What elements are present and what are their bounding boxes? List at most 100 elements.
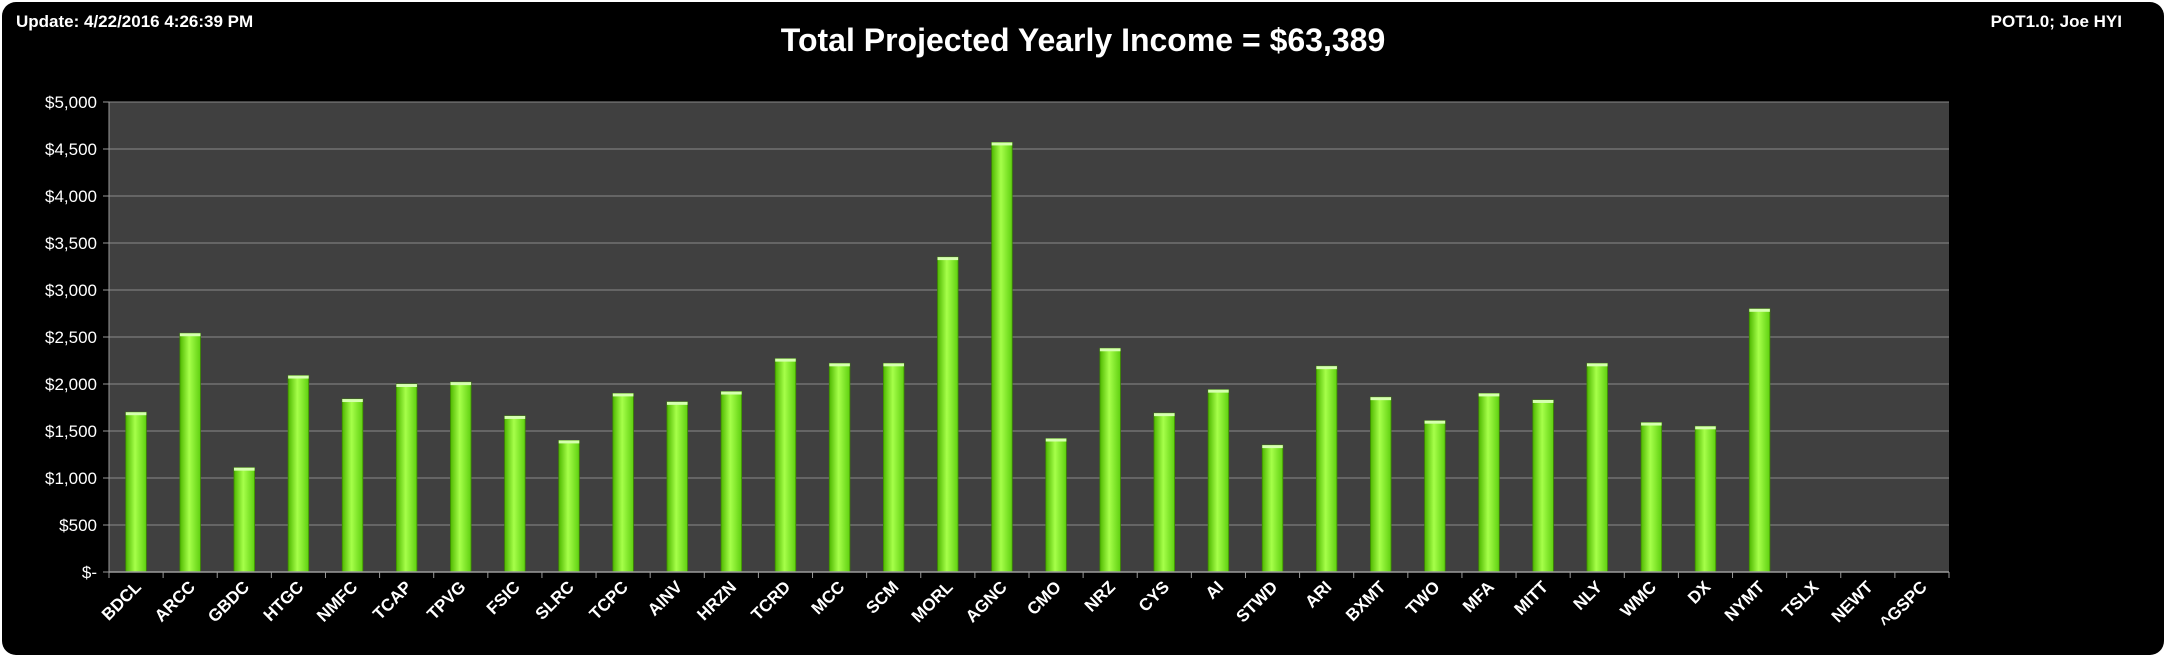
bar-highlight	[1641, 422, 1662, 426]
bar-nly	[1586, 362, 1608, 573]
x-tick-label: DX	[1684, 577, 1715, 608]
bar-ai	[1207, 389, 1230, 573]
bar-stwd	[1261, 444, 1284, 573]
x-tick-label: BDCL	[98, 577, 145, 624]
x-tick-label: BXMT	[1342, 577, 1390, 625]
bar-tpvg	[450, 381, 472, 573]
bar-highlight	[1586, 363, 1608, 367]
bar-agnc	[991, 142, 1013, 573]
bar-highlight	[1532, 399, 1554, 403]
x-tick-label: WMC	[1617, 577, 1660, 620]
bar-highlight	[883, 363, 904, 367]
bar-htgc	[287, 375, 310, 573]
x-tick-label: MCC	[808, 577, 849, 618]
x-tick-label: SCM	[862, 577, 902, 617]
bar-highlight	[1370, 397, 1392, 401]
x-tick-label: TCPC	[586, 577, 632, 623]
x-tick-label: NMFC	[313, 577, 361, 625]
bar-highlight	[288, 375, 309, 379]
bar-gbdc	[233, 467, 255, 573]
x-tick-label: MFA	[1459, 577, 1498, 616]
y-tick-label: $-	[82, 563, 97, 582]
x-tick-label: FSIC	[483, 577, 524, 618]
x-tick-label: AGNC	[962, 577, 1011, 626]
bar-hrzn	[720, 391, 743, 573]
x-tick-label: HTGC	[260, 577, 307, 624]
x-tick-label: NLY	[1570, 577, 1607, 614]
x-tick-label: NRZ	[1081, 577, 1119, 615]
bar-highlight	[125, 412, 147, 416]
bar-slrc	[558, 439, 580, 573]
x-tick-label: TCRD	[747, 577, 794, 624]
update-timestamp: Update: 4/22/2016 4:26:39 PM	[16, 12, 254, 31]
bar-nymt	[1748, 308, 1771, 573]
bar-highlight	[1208, 389, 1229, 393]
bar-cys	[1153, 412, 1175, 573]
bar-wmc	[1640, 422, 1663, 573]
bar-highlight	[1154, 413, 1175, 417]
bar-highlight	[1316, 366, 1337, 370]
y-tick-label: $4,500	[45, 140, 97, 159]
portfolio-tag: POT1.0; Joe HYI	[1990, 12, 2122, 31]
bar-nmfc	[341, 398, 364, 573]
bar-highlight	[1695, 426, 1716, 430]
bar-scm	[883, 362, 905, 573]
bar-highlight	[558, 440, 580, 444]
bar-tcrd	[774, 358, 797, 573]
x-tick-label: ARI	[1301, 577, 1335, 611]
bar-mitt	[1532, 399, 1554, 573]
y-tick-label: $4,000	[45, 187, 97, 206]
bar-highlight	[1749, 308, 1770, 312]
bar-highlight	[1045, 438, 1067, 442]
y-tick-label: $500	[59, 516, 97, 535]
bar-cmo	[1045, 438, 1067, 573]
bar-fsic	[504, 415, 526, 573]
bar-tcpc	[612, 392, 634, 573]
bar-highlight	[612, 393, 634, 397]
x-tick-label: AINV	[644, 577, 687, 620]
x-tick-label: SLRC	[532, 577, 578, 623]
bar-highlight	[1099, 348, 1121, 352]
bar-ainv	[666, 401, 688, 573]
bar-highlight	[937, 257, 959, 261]
bar-highlight	[991, 142, 1013, 146]
bar-highlight	[179, 333, 201, 337]
x-tick-label: NYMT	[1721, 577, 1769, 625]
bar-bdcl	[125, 411, 147, 573]
bar-highlight	[1424, 420, 1446, 424]
x-tick-label: TPVG	[423, 577, 469, 623]
bar-mfa	[1478, 392, 1500, 573]
x-tick-label: TWO	[1402, 577, 1443, 618]
x-tick-label: AI	[1202, 577, 1227, 602]
bar-highlight	[450, 382, 472, 386]
y-tick-label: $5,000	[45, 93, 97, 112]
bar-bxmt	[1370, 396, 1392, 573]
x-tick-label: MITT	[1510, 577, 1552, 619]
x-tick-label: CYS	[1135, 577, 1173, 615]
y-tick-label: $1,500	[45, 422, 97, 441]
x-tick-label: TSLX	[1778, 577, 1823, 622]
chart-title: Total Projected Yearly Income = $63,389	[780, 22, 1386, 58]
y-tick-label: $1,000	[45, 469, 97, 488]
x-tick-label: ARCC	[151, 577, 199, 625]
x-tick-label: TCAP	[369, 577, 415, 623]
bar-highlight	[234, 467, 255, 471]
bar-mcc	[828, 362, 851, 573]
y-tick-label: $2,500	[45, 328, 97, 347]
x-tick-label: GBDC	[204, 577, 253, 626]
bar-highlight	[1262, 445, 1283, 449]
bar-highlight	[342, 399, 363, 403]
x-tick-label: CMO	[1023, 577, 1064, 618]
bar-two	[1424, 420, 1446, 573]
bar-highlight	[775, 358, 796, 362]
bar-dx	[1694, 425, 1717, 573]
x-tick-label: MORL	[908, 577, 957, 626]
x-tick-label: STWD	[1233, 577, 1282, 626]
y-tick-label: $2,000	[45, 375, 97, 394]
bar-highlight	[721, 391, 742, 395]
y-tick-label: $3,000	[45, 281, 97, 300]
bar-highlight	[829, 363, 850, 367]
bar-nrz	[1099, 347, 1121, 573]
